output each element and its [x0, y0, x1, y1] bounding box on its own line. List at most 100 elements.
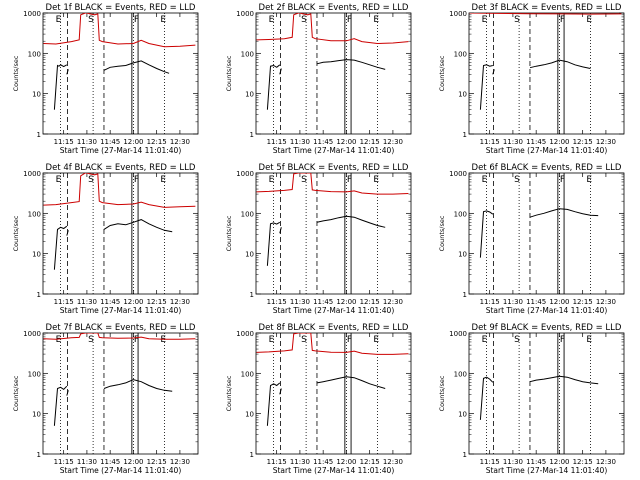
- detector-panel: Det 3f BLACK = Events, RED = LLD 1 10 100 10…: [438, 3, 625, 155]
- y-tick-label: 1000: [449, 330, 467, 338]
- x-axis-label: Start Time (27-Mar-14 11:01:40): [486, 306, 608, 315]
- y-tick-label: 100: [454, 50, 467, 58]
- x-tick-label: 11:15: [267, 138, 287, 146]
- detector-panel: Det 4f BLACK = Events, RED = LLD 1 10 100 10…: [12, 163, 199, 315]
- x-tick-label: 12:15: [573, 138, 593, 146]
- x-tick-label: 12:00: [123, 458, 143, 466]
- x-tick-label: 12:30: [596, 138, 616, 146]
- lld-series-line: [256, 333, 409, 355]
- y-tick-label: 1000: [23, 330, 41, 338]
- x-tick-label: 12:15: [573, 458, 593, 466]
- event-marker-label: F: [347, 335, 352, 345]
- y-tick-label: 1000: [449, 170, 467, 178]
- detector-panel: Det 6f BLACK = Events, RED = LLD 1 10 100 10…: [438, 163, 625, 315]
- event-marker-label: F: [134, 15, 139, 25]
- y-tick-label: 10: [32, 91, 41, 99]
- plot-frame: [468, 332, 625, 455]
- y-tick-label: 1: [250, 451, 254, 459]
- x-tick-label: 11:30: [290, 298, 310, 306]
- x-tick-label: 11:30: [503, 298, 523, 306]
- x-tick-label: 12:15: [573, 298, 593, 306]
- event-marker-label: F: [347, 15, 352, 25]
- lld-series-line: [43, 173, 196, 208]
- events-series-line: [316, 376, 386, 389]
- event-marker-label: S: [88, 15, 94, 25]
- x-tick-label: 11:45: [313, 458, 333, 466]
- x-tick-label: 11:45: [526, 458, 546, 466]
- x-tick-label: 12:00: [549, 458, 569, 466]
- x-axis-label: Start Time (27-Mar-14 11:01:40): [486, 466, 608, 475]
- panel-title: Det 3f BLACK = Events, RED = LLD: [472, 3, 622, 13]
- detector-panel: Det 5f BLACK = Events, RED = LLD 1 10 100 10…: [225, 163, 412, 315]
- x-axis-label: Start Time (27-Mar-14 11:01:40): [60, 146, 182, 155]
- x-tick-label: 12:30: [383, 458, 403, 466]
- y-axis-label: Counts/sec: [225, 215, 233, 251]
- plot-frame: [42, 172, 199, 295]
- event-marker-label: E: [586, 15, 592, 25]
- y-tick-label: 1000: [23, 170, 41, 178]
- lld-series-line: [469, 13, 622, 15]
- x-tick-label: 12:00: [336, 458, 356, 466]
- events-series-line: [279, 227, 282, 234]
- panel-title: Det 7f BLACK = Events, RED = LLD: [46, 323, 196, 333]
- x-tick-label: 11:15: [267, 298, 287, 306]
- event-marker-label: E: [482, 335, 488, 345]
- x-tick-label: 11:15: [54, 298, 74, 306]
- y-tick-label: 1: [250, 291, 254, 299]
- x-axis-label: Start Time (27-Mar-14 11:01:40): [60, 466, 182, 475]
- event-marker-label: F: [134, 175, 139, 185]
- events-series-line: [103, 219, 173, 233]
- event-marker-label: S: [301, 175, 307, 185]
- plot-frame: [255, 172, 412, 295]
- event-marker-label: S: [514, 15, 520, 25]
- event-marker-label: E: [269, 15, 275, 25]
- panel-title: Det 5f BLACK = Events, RED = LLD: [259, 163, 409, 173]
- y-axis-label: Counts/sec: [225, 55, 233, 91]
- detector-panel: Det 9f BLACK = Events, RED = LLD 1 10 100 10…: [438, 323, 625, 475]
- event-marker-label: S: [514, 335, 520, 345]
- y-tick-label: 100: [241, 50, 254, 58]
- events-series-line: [479, 376, 494, 420]
- panel-title: Det 9f BLACK = Events, RED = LLD: [472, 323, 622, 333]
- detector-panel: Det 2f BLACK = Events, RED = LLD 1 10 100 10…: [225, 3, 412, 155]
- x-tick-label: 12:30: [383, 298, 403, 306]
- x-tick-label: 12:30: [170, 138, 190, 146]
- y-axis-label: Counts/sec: [438, 375, 446, 411]
- detector-panel: Det 1f BLACK = Events, RED = LLD 1 10 100 10…: [12, 3, 199, 155]
- x-tick-label: 11:45: [313, 298, 333, 306]
- x-tick-label: 11:30: [77, 298, 97, 306]
- x-axis-label: Start Time (27-Mar-14 11:01:40): [273, 466, 395, 475]
- event-marker-label: E: [373, 335, 379, 345]
- event-marker-label: E: [373, 15, 379, 25]
- plot-frame: [255, 12, 412, 135]
- events-series-line: [266, 64, 281, 110]
- x-tick-label: 11:15: [480, 298, 500, 306]
- x-tick-label: 12:15: [147, 458, 167, 466]
- x-tick-label: 12:00: [549, 138, 569, 146]
- x-tick-label: 12:15: [360, 298, 380, 306]
- event-marker-label: F: [347, 175, 352, 185]
- events-series-line: [66, 230, 69, 236]
- x-tick-label: 11:45: [526, 138, 546, 146]
- x-tick-label: 11:30: [290, 138, 310, 146]
- x-tick-label: 11:15: [480, 138, 500, 146]
- plot-frame: [42, 332, 199, 455]
- events-series-line: [66, 69, 69, 75]
- event-marker-label: S: [514, 175, 520, 185]
- x-tick-label: 11:15: [54, 458, 74, 466]
- lld-series-line: [43, 333, 196, 340]
- x-tick-label: 12:15: [360, 458, 380, 466]
- y-tick-label: 1000: [236, 10, 254, 18]
- detector-panel: Det 8f BLACK = Events, RED = LLD 1 10 100 10…: [225, 323, 412, 475]
- events-series-line: [103, 60, 170, 74]
- event-marker-label: E: [160, 335, 166, 345]
- event-marker-label: E: [482, 15, 488, 25]
- lld-series-line: [256, 173, 409, 195]
- event-marker-label: E: [373, 175, 379, 185]
- events-series-line: [529, 59, 591, 69]
- panel-title: Det 2f BLACK = Events, RED = LLD: [259, 3, 409, 13]
- y-tick-label: 1: [37, 131, 41, 139]
- x-tick-label: 11:15: [480, 458, 500, 466]
- panel-title: Det 1f BLACK = Events, RED = LLD: [46, 3, 196, 13]
- y-tick-label: 100: [454, 210, 467, 218]
